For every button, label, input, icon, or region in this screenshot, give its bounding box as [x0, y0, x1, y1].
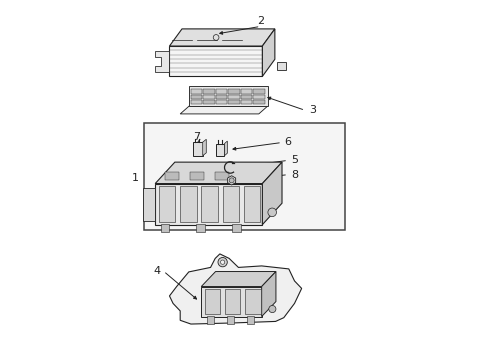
Bar	[203, 100, 214, 104]
Bar	[164, 172, 179, 180]
Bar	[253, 100, 264, 104]
Circle shape	[218, 257, 227, 267]
Polygon shape	[155, 184, 262, 225]
Polygon shape	[262, 162, 282, 225]
Bar	[214, 172, 228, 180]
Polygon shape	[155, 51, 169, 72]
Circle shape	[220, 260, 224, 264]
Text: 3: 3	[308, 105, 315, 115]
Text: 1: 1	[132, 173, 139, 183]
Text: 2: 2	[257, 16, 264, 26]
Bar	[190, 100, 202, 104]
Bar	[241, 95, 252, 99]
Text: 4: 4	[153, 266, 160, 276]
Bar	[228, 100, 240, 104]
Polygon shape	[189, 86, 267, 106]
Bar	[244, 289, 260, 314]
Circle shape	[267, 208, 276, 217]
Bar	[203, 89, 214, 94]
Polygon shape	[201, 287, 261, 316]
Bar	[192, 142, 203, 156]
Bar	[216, 95, 227, 99]
Bar	[180, 186, 196, 222]
Bar	[253, 95, 264, 99]
Polygon shape	[227, 176, 235, 185]
Polygon shape	[203, 139, 206, 156]
Bar	[203, 95, 214, 99]
Text: 8: 8	[290, 170, 298, 180]
Bar	[204, 289, 220, 314]
Bar	[216, 100, 227, 104]
Text: 6: 6	[284, 138, 290, 148]
Bar	[253, 89, 264, 94]
Bar	[189, 172, 203, 180]
Bar	[232, 224, 241, 232]
Bar	[241, 100, 252, 104]
Bar	[224, 289, 240, 314]
Bar	[160, 224, 169, 232]
Bar	[276, 62, 285, 69]
Polygon shape	[201, 271, 275, 287]
Polygon shape	[155, 162, 282, 184]
Polygon shape	[224, 141, 227, 156]
Polygon shape	[262, 29, 274, 76]
Bar	[228, 89, 240, 94]
Bar	[246, 316, 253, 324]
Bar	[241, 89, 252, 94]
Bar	[228, 95, 240, 99]
Polygon shape	[261, 271, 275, 316]
Polygon shape	[169, 46, 262, 76]
Polygon shape	[142, 188, 155, 221]
Bar	[190, 89, 202, 94]
Bar	[222, 186, 239, 222]
Bar	[216, 144, 224, 156]
Text: 7: 7	[192, 132, 200, 142]
Polygon shape	[180, 106, 267, 114]
Bar	[244, 186, 260, 222]
Bar	[226, 316, 233, 324]
Circle shape	[229, 178, 234, 183]
Text: 5: 5	[290, 156, 297, 165]
Bar	[144, 123, 344, 230]
Bar	[159, 186, 175, 222]
Bar	[201, 186, 218, 222]
Bar	[190, 95, 202, 99]
Polygon shape	[169, 29, 274, 46]
Bar	[206, 316, 213, 324]
Circle shape	[268, 306, 275, 312]
Polygon shape	[169, 254, 301, 324]
Bar	[196, 224, 204, 232]
Bar	[216, 89, 227, 94]
